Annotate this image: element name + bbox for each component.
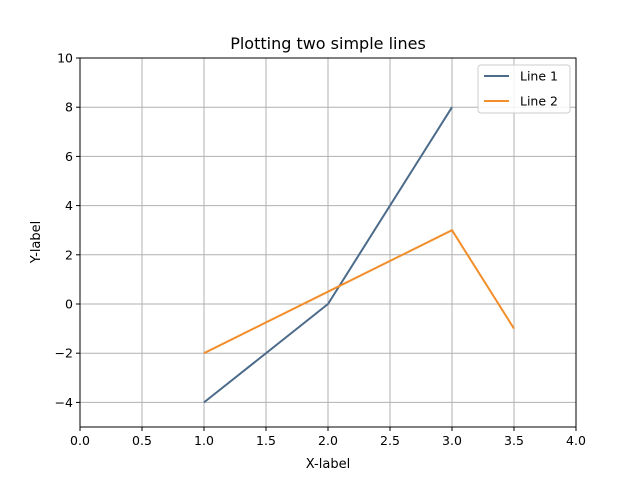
chart-title: Plotting two simple lines <box>230 34 426 53</box>
x-tick-label: 2.0 <box>318 433 338 448</box>
x-tick-label: 1.0 <box>194 433 214 448</box>
y-tick-label: 0 <box>65 297 73 312</box>
y-tick-label: 4 <box>65 198 73 213</box>
y-tick-label: −4 <box>55 395 73 410</box>
legend-line-1-label: Line 1 <box>520 69 558 84</box>
y-tick-label: 2 <box>65 247 73 262</box>
x-tick-label: 1.5 <box>256 433 276 448</box>
y-tick-label: 8 <box>65 100 73 115</box>
legend: Line 1 Line 2 <box>478 65 570 113</box>
y-tick-label: 10 <box>57 51 73 66</box>
y-axis-label: Y-label <box>29 221 44 265</box>
y-tick-label: −2 <box>55 346 73 361</box>
x-tick-label: 4.0 <box>566 433 586 448</box>
x-axis-label: X-label <box>306 457 350 472</box>
x-tick-label: 0.0 <box>70 433 90 448</box>
x-tick-label: 3.0 <box>442 433 462 448</box>
x-tick-label: 2.5 <box>380 433 400 448</box>
y-tick-label: 6 <box>65 149 73 164</box>
x-tick-label: 0.5 <box>132 433 152 448</box>
legend-line-2-label: Line 2 <box>520 94 558 109</box>
x-tick-label: 3.5 <box>504 433 524 448</box>
